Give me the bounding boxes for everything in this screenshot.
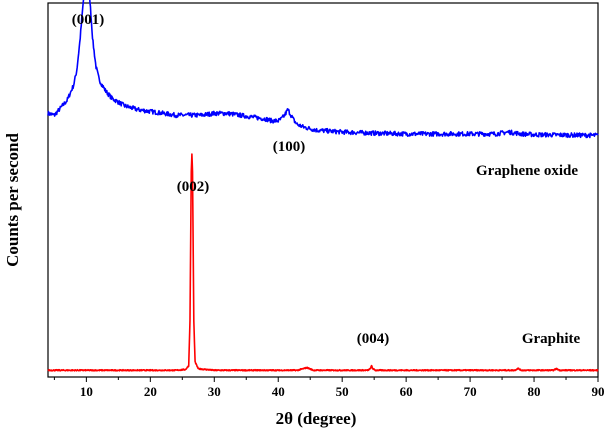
series-label-graphene-oxide: Graphene oxide bbox=[476, 163, 578, 179]
peak-label-002: (002) bbox=[177, 179, 210, 195]
peak-label-100: (100) bbox=[273, 139, 306, 155]
plot-frame bbox=[47, 2, 599, 378]
x-tick-label: 30 bbox=[208, 384, 221, 399]
peak-label-001: (001) bbox=[72, 12, 105, 28]
series-label-graphite: Graphite bbox=[522, 331, 581, 347]
x-axis-tick-labels: 10 20 30 40 50 60 70 80 90 bbox=[80, 384, 605, 399]
x-tick-label: 50 bbox=[336, 384, 349, 399]
series-line-graphene-oxide bbox=[47, 0, 599, 139]
x-tick-label: 70 bbox=[464, 384, 477, 399]
y-axis-title: Counts per second bbox=[3, 133, 22, 267]
x-axis-title: 2θ (degree) bbox=[276, 409, 357, 428]
x-axis-ticks bbox=[53, 377, 599, 382]
x-tick-label: 40 bbox=[272, 384, 285, 399]
peak-label-004: (004) bbox=[357, 331, 390, 347]
x-tick-label: 90 bbox=[592, 384, 605, 399]
x-tick-label: 10 bbox=[80, 384, 93, 399]
series-line-graphite bbox=[47, 153, 599, 372]
x-tick-label: 60 bbox=[400, 384, 413, 399]
x-tick-label: 20 bbox=[144, 384, 157, 399]
x-tick-label: 80 bbox=[528, 384, 541, 399]
